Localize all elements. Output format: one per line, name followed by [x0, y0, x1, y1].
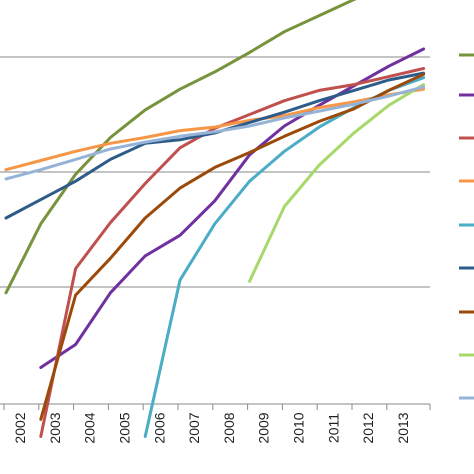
series-line-2	[39, 47, 426, 369]
x-tick-label: 2008	[221, 412, 237, 443]
series-line-6	[4, 71, 426, 220]
x-tick-label: 2005	[117, 412, 133, 443]
x-tick-label: 2007	[186, 412, 202, 443]
x-tick-label: 2002	[12, 412, 28, 443]
series-lines	[4, 0, 426, 438]
series-line-8	[248, 83, 426, 283]
x-tick-label: 2006	[151, 412, 167, 443]
x-tick-label: 2010	[291, 412, 307, 443]
x-tick-label: 2012	[360, 412, 376, 443]
x-tick-label: 2011	[325, 413, 341, 443]
series-line-5	[143, 76, 426, 438]
x-tick-label: 2009	[256, 412, 272, 443]
x-tick-label: 2013	[395, 412, 411, 443]
legend	[459, 53, 474, 400]
series-line-1	[4, 0, 357, 295]
series-line-3	[39, 67, 426, 438]
series-line-7	[39, 72, 426, 421]
x-tick-label: 2003	[47, 412, 63, 443]
gridlines	[0, 56, 430, 288]
x-tick-label: 2004	[82, 412, 98, 443]
series-line-9	[4, 85, 426, 181]
series-line-4	[4, 87, 426, 172]
x-axis: 2002 2003 2004 2005 2006 2007 2008 2009 2010 2011…	[0, 403, 431, 444]
